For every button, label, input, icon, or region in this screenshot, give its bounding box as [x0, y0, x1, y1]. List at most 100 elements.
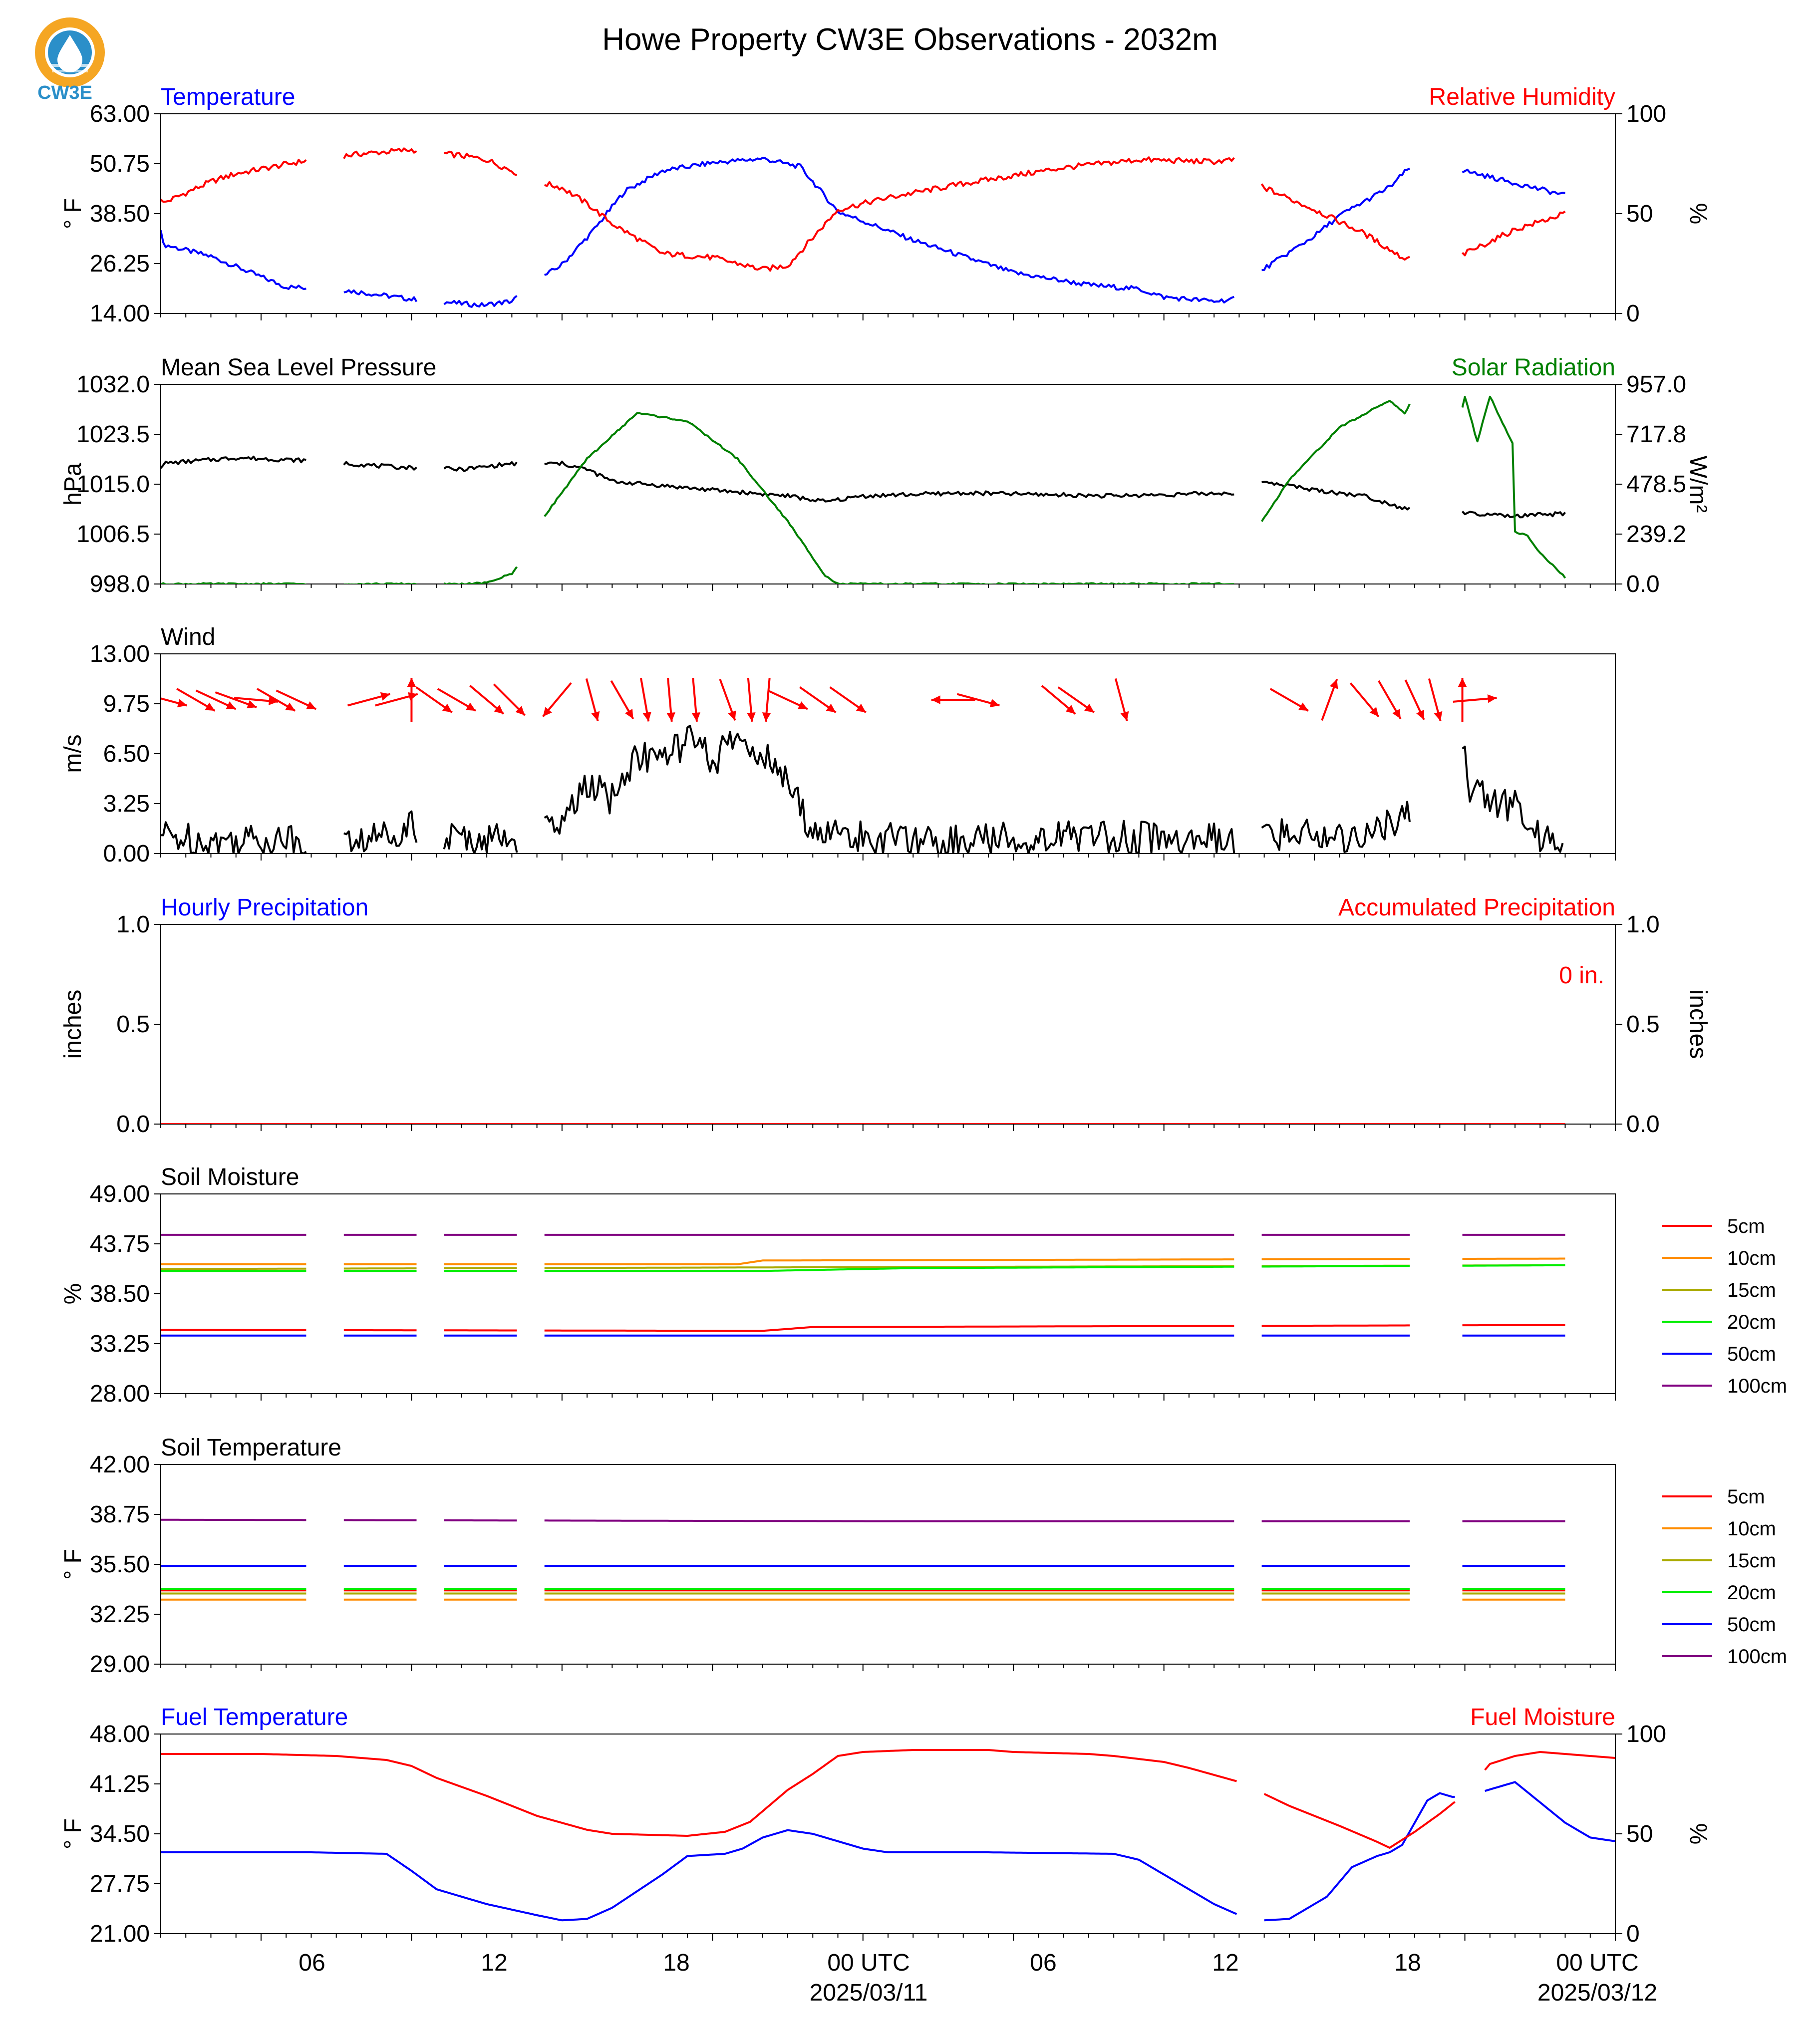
- series-line: [544, 1519, 1234, 1522]
- panel-wind: Wind 13.00 9.75 6.50 3.25 0.00 m/s: [60, 624, 1616, 867]
- y-tick-label-left: 6.50: [103, 741, 150, 767]
- y-tick-label-left: 49.00: [90, 1181, 150, 1207]
- series-line: [1263, 1793, 1456, 1849]
- logo-text: CW3E: [37, 82, 92, 103]
- wind-arrow-head: [407, 678, 416, 687]
- series-20cm: [161, 1264, 1565, 1272]
- panel-soil-moisture: Soil Moisture 49.00 43.75 38.50 33.25 28.00% 5…: [60, 1164, 1787, 1407]
- series-line: [544, 725, 1235, 854]
- y-tick-label-right: 100: [1626, 101, 1666, 127]
- legend-label: 100cm: [1727, 1375, 1787, 1397]
- series-line: [343, 810, 418, 853]
- x-tick-label: 06: [299, 1950, 325, 1976]
- y-tick-label-left: 14.00: [90, 300, 150, 327]
- wind-arrow-head: [989, 699, 1000, 708]
- wind-arrow-head: [543, 707, 552, 717]
- y-tick-label-left: 38.50: [90, 201, 150, 227]
- legend: 5cm 10cm 15cm 20cm 50cm 100cm: [1662, 1215, 1787, 1397]
- x-date-label: 2025/03/11: [810, 1980, 928, 2006]
- wind-arrow-head: [728, 710, 736, 721]
- series-line: [161, 582, 306, 584]
- wind-arrow-head: [269, 696, 278, 705]
- wind-arrow-head: [306, 701, 316, 709]
- plot-frame: [160, 1734, 1616, 1934]
- wind-arrow-head: [666, 712, 675, 722]
- wind-arrows: [161, 677, 1497, 722]
- y-tick-label-left: 9.75: [103, 691, 150, 717]
- series-100cm: [161, 1518, 1565, 1522]
- series-line: [161, 455, 306, 469]
- y-tick-label-left: 0.00: [103, 841, 150, 867]
- y-tick-label-left: 1006.5: [76, 521, 150, 548]
- wind-arrow-head: [1369, 707, 1379, 717]
- wind-arrow-head: [1487, 694, 1497, 703]
- series-line: [343, 147, 417, 159]
- x-tick-label: 12: [1212, 1950, 1238, 1976]
- wind-arrow-head: [515, 706, 525, 716]
- y-tick-label-left: 1032.0: [76, 371, 150, 398]
- legend-label: 5cm: [1727, 1215, 1765, 1237]
- wind-arrow-head: [285, 702, 296, 711]
- legend-label: 10cm: [1727, 1518, 1776, 1540]
- wind-arrow-head: [1298, 702, 1308, 711]
- panel-title-left: Mean Sea Level Pressure: [161, 354, 436, 381]
- panel-mean-sea-level-pressure: Mean Sea Level Pressure Solar Radiation 10…: [60, 354, 1711, 597]
- legend-label: 15cm: [1727, 1279, 1776, 1301]
- y-tick-label-left: 63.00: [90, 101, 150, 127]
- legend-label: 15cm: [1727, 1550, 1776, 1572]
- figure-title: Howe Property CW3E Observations - 2032m: [602, 22, 1218, 57]
- x-tick-label: 06: [1030, 1950, 1056, 1976]
- y-tick-label-right: 239.2: [1626, 521, 1686, 548]
- y-tick-label-left: 48.00: [90, 1721, 150, 1747]
- wind-arrow-head: [691, 712, 701, 722]
- series-line: [1461, 395, 1566, 579]
- series-line: [343, 289, 418, 302]
- series-5cm: [161, 1324, 1565, 1332]
- y-tick-label-left: 29.00: [90, 1651, 150, 1678]
- y-tick-label-right: 0.0: [1626, 1111, 1660, 1138]
- y-tick-label-left: 1023.5: [76, 421, 150, 448]
- series-line: [1260, 400, 1411, 522]
- panel-fuel-temperature: Fuel Temperature Fuel Moisture 48.00 41.25 3…: [60, 1704, 1711, 1947]
- y-tick-label-left: 43.75: [90, 1231, 150, 1257]
- y-axis-label-left: ° F: [60, 1549, 86, 1580]
- x-date-label: 2025/03/12: [1537, 1980, 1657, 2006]
- y-axis-label-right: inches: [1685, 990, 1711, 1059]
- y-tick-label-right: 957.0: [1626, 371, 1686, 398]
- y-axis-label-left: ° F: [60, 198, 86, 229]
- wind-arrow-head: [226, 701, 236, 709]
- series-line: [544, 1265, 1234, 1272]
- series-line: [1264, 1792, 1455, 1922]
- wind-arrow-head: [1065, 705, 1076, 714]
- y-tick-label-right: 1.0: [1626, 911, 1660, 938]
- y-tick-label-left: 27.75: [90, 1871, 150, 1897]
- series-line: [1260, 183, 1410, 261]
- plot-frame: [160, 384, 1616, 584]
- wind-arrow-head: [494, 705, 504, 714]
- wind-arrow-head: [177, 699, 187, 708]
- series-solar-radiation: [161, 395, 1566, 584]
- y-axis-label-left: ° F: [60, 1818, 86, 1849]
- y-axis-label-left: hPa: [60, 463, 86, 506]
- plot-frame: [160, 1193, 1616, 1394]
- wind-arrow-head: [797, 701, 808, 709]
- y-axis-label-left: inches: [60, 990, 86, 1059]
- y-tick-label-left: 26.25: [90, 251, 150, 277]
- series-line: [343, 461, 417, 471]
- precip-total-annotation: 0 in.: [1559, 962, 1604, 989]
- y-tick-label-left: 41.25: [90, 1771, 150, 1797]
- wind-arrow-head: [1392, 709, 1401, 719]
- panel-title-left: Wind: [161, 624, 215, 650]
- y-tick-label-right: 0: [1626, 300, 1640, 327]
- y-axis-label-left: m/s: [60, 734, 86, 773]
- series-line: [544, 1258, 1234, 1265]
- series-line: [1485, 1781, 1615, 1842]
- panel-title-left: Temperature: [161, 84, 295, 110]
- panel-title-left: Soil Temperature: [161, 1435, 341, 1461]
- series-relative-humidity: [161, 147, 1566, 272]
- y-axis-label-right: W/m²: [1685, 456, 1711, 513]
- y-tick-label-left: 33.25: [90, 1331, 150, 1357]
- series-line: [161, 230, 306, 290]
- series-line: [1462, 168, 1565, 195]
